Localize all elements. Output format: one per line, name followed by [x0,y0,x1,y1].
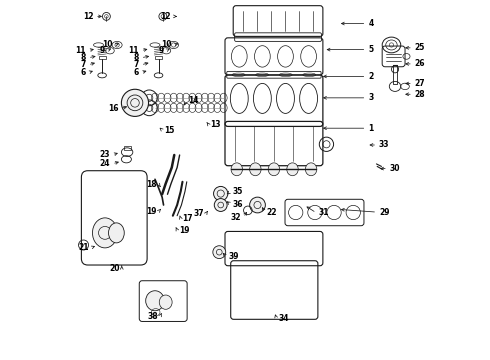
Text: 7: 7 [81,60,86,69]
Text: 10: 10 [102,40,113,49]
Text: 2: 2 [368,72,373,81]
Text: 21: 21 [78,243,89,252]
Text: 11: 11 [128,46,139,55]
Text: 33: 33 [379,140,390,149]
Text: 30: 30 [390,164,400,173]
Text: 13: 13 [210,120,221,129]
Ellipse shape [159,295,172,309]
Text: 19: 19 [179,225,190,234]
Text: 23: 23 [100,150,110,159]
Text: 1: 1 [368,124,373,133]
Text: 19: 19 [147,207,157,216]
Text: 26: 26 [415,59,425,68]
Text: 31: 31 [318,208,329,217]
Ellipse shape [109,223,124,243]
Text: 6: 6 [81,68,86,77]
Text: 4: 4 [368,19,373,28]
Ellipse shape [305,163,317,176]
Text: 8: 8 [81,53,86,62]
Text: 17: 17 [182,214,193,223]
Text: 6: 6 [134,68,139,77]
Ellipse shape [231,163,243,176]
Text: 38: 38 [147,312,158,321]
Text: 39: 39 [228,252,239,261]
Text: 20: 20 [109,264,120,273]
Text: 34: 34 [278,314,289,323]
Bar [98,56,106,59]
Text: 5: 5 [368,45,373,54]
Text: 22: 22 [267,208,277,217]
Text: 25: 25 [415,43,425,52]
Text: 9: 9 [99,46,104,55]
Text: 27: 27 [415,79,425,88]
Text: 32: 32 [231,213,242,222]
Text: 37: 37 [193,210,204,219]
Text: 10: 10 [161,40,172,49]
Ellipse shape [214,186,228,201]
Ellipse shape [93,218,118,248]
Text: 36: 36 [232,200,243,209]
Text: 8: 8 [134,53,139,62]
Text: 28: 28 [415,90,425,99]
Text: 3: 3 [368,93,373,102]
Text: 29: 29 [379,208,390,217]
Ellipse shape [249,197,266,213]
Text: 35: 35 [232,187,243,196]
Text: 12: 12 [161,12,171,21]
Text: 7: 7 [134,60,139,69]
Text: 14: 14 [188,96,198,105]
Ellipse shape [214,199,227,211]
Ellipse shape [213,246,226,258]
Text: 16: 16 [108,104,119,113]
Bar [155,56,162,59]
Ellipse shape [122,89,148,116]
Text: 11: 11 [75,46,86,55]
Text: 24: 24 [100,159,110,168]
Text: 9: 9 [159,46,164,55]
Text: 18: 18 [146,180,157,189]
Text: 12: 12 [83,12,93,21]
Ellipse shape [249,163,261,176]
Text: 15: 15 [165,126,175,135]
Ellipse shape [287,163,298,176]
Ellipse shape [146,291,164,311]
Bar [123,146,131,150]
Ellipse shape [268,163,280,176]
